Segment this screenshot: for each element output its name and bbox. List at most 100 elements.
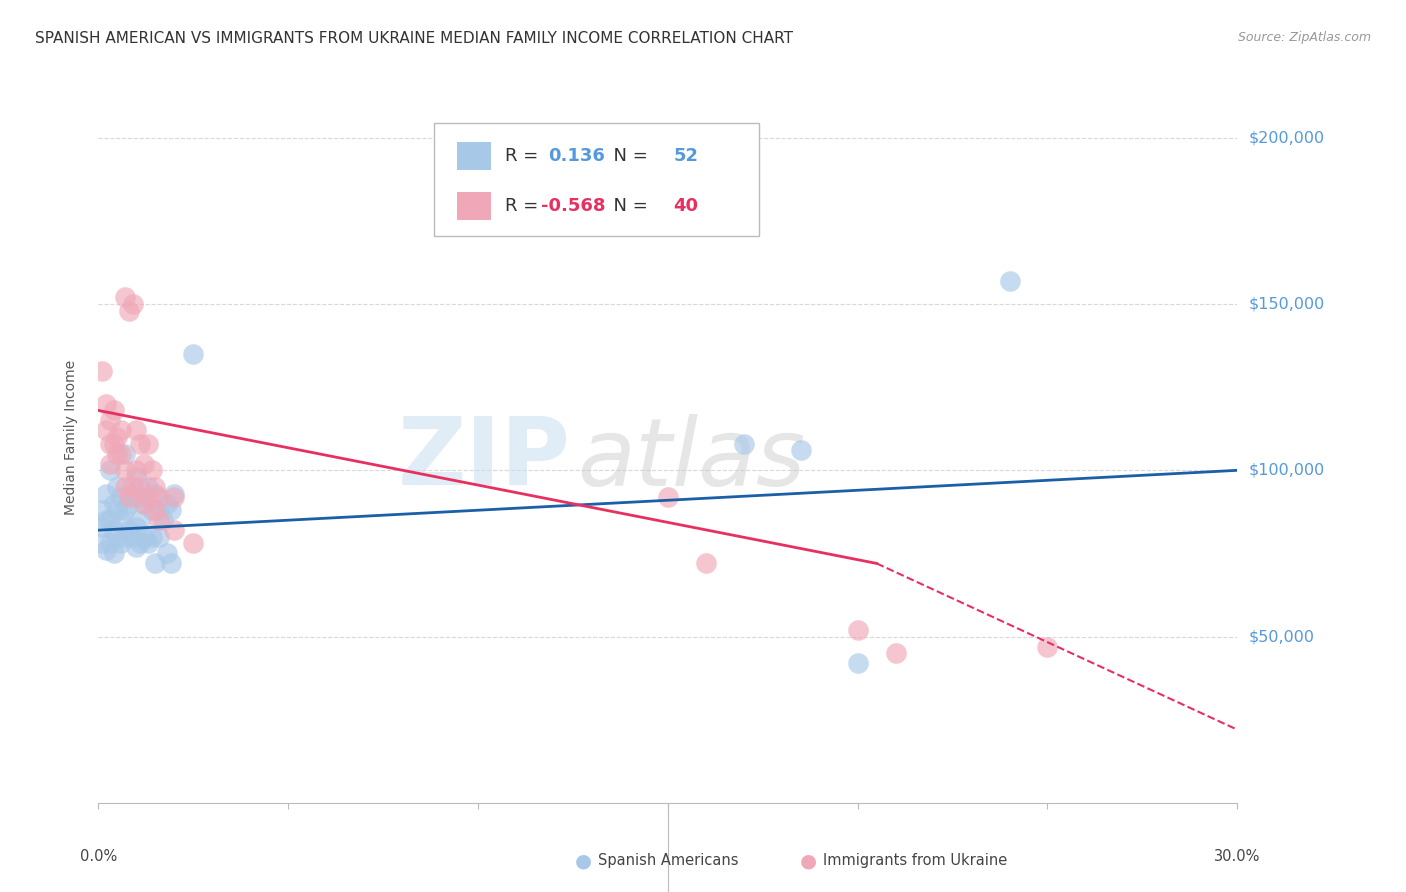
Point xyxy=(183,347,205,361)
Point xyxy=(141,530,163,544)
Point xyxy=(148,530,170,544)
Point xyxy=(98,457,121,471)
Text: $100,000: $100,000 xyxy=(1249,463,1324,478)
Point xyxy=(136,536,159,550)
Point xyxy=(103,403,125,417)
Point xyxy=(110,447,132,461)
Point xyxy=(103,546,125,560)
Point xyxy=(163,490,186,504)
Text: R =: R = xyxy=(505,147,544,165)
Point xyxy=(103,523,125,537)
Point xyxy=(129,536,152,550)
Point xyxy=(94,424,117,438)
Point xyxy=(110,513,132,527)
Text: atlas: atlas xyxy=(576,414,806,505)
Text: $50,000: $50,000 xyxy=(1249,629,1315,644)
Point xyxy=(846,623,869,637)
Y-axis label: Median Family Income: Median Family Income xyxy=(63,359,77,515)
Text: SPANISH AMERICAN VS IMMIGRANTS FROM UKRAINE MEDIAN FAMILY INCOME CORRELATION CHA: SPANISH AMERICAN VS IMMIGRANTS FROM UKRA… xyxy=(35,31,793,46)
Text: 30.0%: 30.0% xyxy=(1215,849,1260,864)
Point xyxy=(145,486,167,500)
Point xyxy=(114,503,136,517)
Point xyxy=(132,497,155,511)
FancyBboxPatch shape xyxy=(457,142,491,169)
Text: N =: N = xyxy=(602,147,654,165)
Point xyxy=(94,486,117,500)
Point xyxy=(121,486,143,500)
Point xyxy=(98,536,121,550)
Point xyxy=(145,557,167,571)
Point xyxy=(156,546,179,560)
Point xyxy=(141,463,163,477)
Point xyxy=(118,497,141,511)
Point xyxy=(125,470,148,484)
Point xyxy=(132,530,155,544)
Point xyxy=(657,490,679,504)
Point xyxy=(183,536,205,550)
Point xyxy=(91,503,114,517)
Text: $150,000: $150,000 xyxy=(1249,297,1324,311)
Point xyxy=(94,543,117,558)
Point xyxy=(118,303,141,318)
Point xyxy=(159,503,181,517)
Text: ZIP: ZIP xyxy=(398,413,571,505)
Point xyxy=(159,557,181,571)
Text: Source: ZipAtlas.com: Source: ZipAtlas.com xyxy=(1237,31,1371,45)
Point xyxy=(94,397,117,411)
Point xyxy=(91,363,114,377)
Text: Immigrants from Ukraine: Immigrants from Ukraine xyxy=(823,854,1007,868)
Point xyxy=(121,297,143,311)
Point xyxy=(136,480,159,494)
Point xyxy=(695,557,717,571)
Point xyxy=(118,490,141,504)
Point xyxy=(129,436,152,450)
Point xyxy=(110,490,132,504)
Point xyxy=(148,513,170,527)
Point xyxy=(114,463,136,477)
Point xyxy=(129,480,152,494)
Point xyxy=(145,503,167,517)
Point xyxy=(136,436,159,450)
Point xyxy=(125,424,148,438)
Point xyxy=(114,530,136,544)
Point xyxy=(129,513,152,527)
Point xyxy=(103,497,125,511)
Point xyxy=(94,513,117,527)
Text: -0.568: -0.568 xyxy=(541,197,606,215)
Point xyxy=(125,463,148,477)
Point xyxy=(98,413,121,427)
Point xyxy=(148,490,170,504)
Text: 52: 52 xyxy=(673,147,699,165)
Text: 0.0%: 0.0% xyxy=(80,849,117,864)
FancyBboxPatch shape xyxy=(457,192,491,219)
Point xyxy=(121,530,143,544)
Point xyxy=(98,463,121,477)
Point xyxy=(132,497,155,511)
Point xyxy=(998,274,1021,288)
Text: 40: 40 xyxy=(673,197,699,215)
Text: 0.136: 0.136 xyxy=(548,147,605,165)
Point xyxy=(110,424,132,438)
Text: ●: ● xyxy=(800,851,817,871)
Point xyxy=(846,656,869,670)
Point xyxy=(129,490,152,504)
Point xyxy=(107,503,129,517)
Point xyxy=(132,457,155,471)
Point xyxy=(163,486,186,500)
Text: N =: N = xyxy=(602,197,654,215)
Text: Spanish Americans: Spanish Americans xyxy=(598,854,738,868)
Point xyxy=(163,523,186,537)
Point xyxy=(884,646,907,660)
Point xyxy=(121,480,143,494)
Text: R =: R = xyxy=(505,197,544,215)
Point xyxy=(790,443,813,458)
Point xyxy=(148,503,170,517)
Point xyxy=(136,490,159,504)
Text: $200,000: $200,000 xyxy=(1249,130,1324,145)
Point xyxy=(114,290,136,304)
Point xyxy=(141,503,163,517)
FancyBboxPatch shape xyxy=(434,122,759,235)
Point xyxy=(107,480,129,494)
Point xyxy=(125,520,148,534)
Point xyxy=(1036,640,1059,654)
